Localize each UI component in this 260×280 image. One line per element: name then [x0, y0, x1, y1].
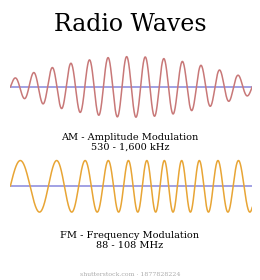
Text: AM - Amplitude Modulation: AM - Amplitude Modulation [61, 133, 199, 142]
Text: shutterstock.com · 1877828224: shutterstock.com · 1877828224 [80, 272, 180, 277]
Text: 88 - 108 MHz: 88 - 108 MHz [96, 241, 164, 250]
Text: FM - Frequency Modulation: FM - Frequency Modulation [61, 231, 199, 240]
Text: Radio Waves: Radio Waves [54, 13, 206, 36]
Text: 530 - 1,600 kHz: 530 - 1,600 kHz [91, 143, 169, 152]
